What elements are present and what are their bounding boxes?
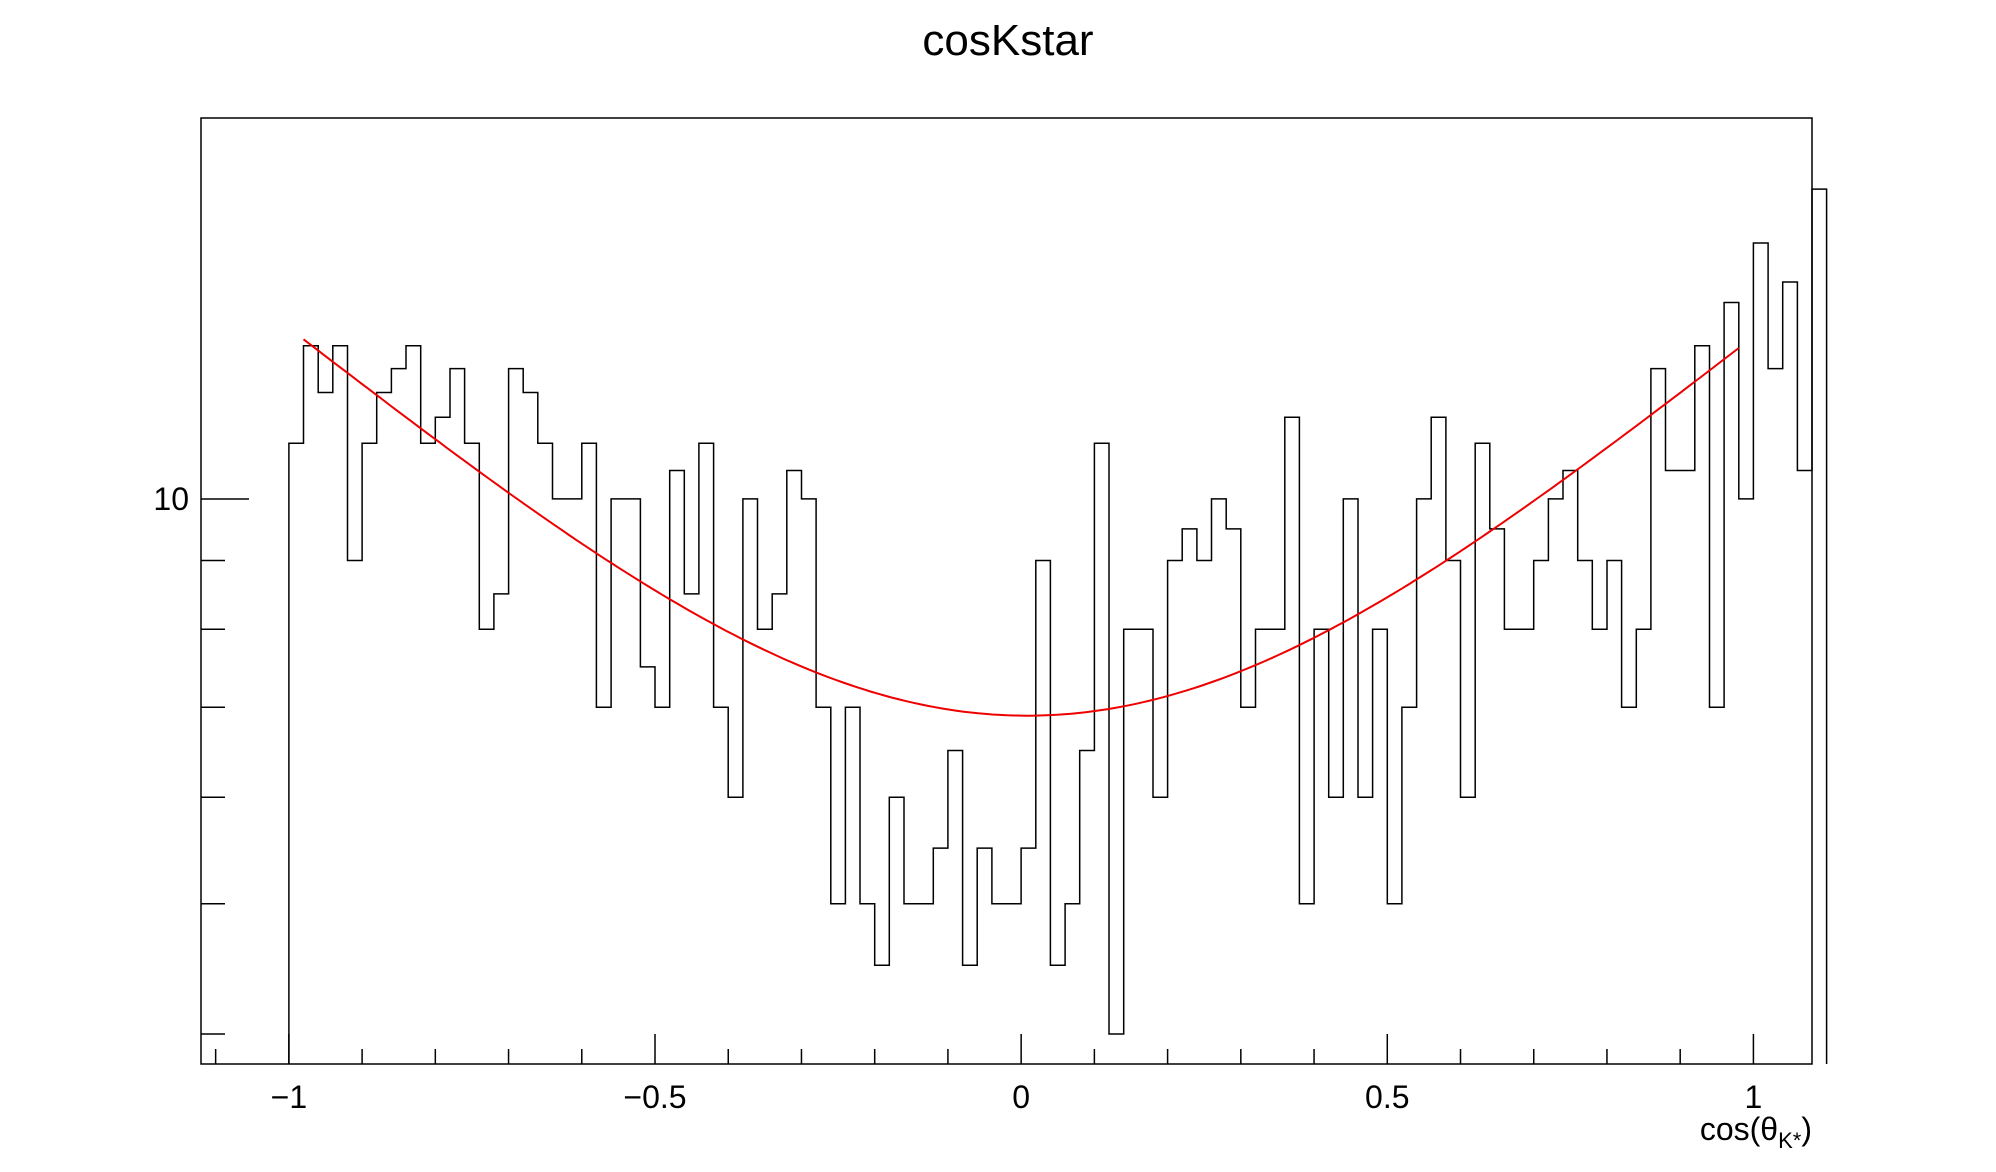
plot-frame — [200, 117, 1813, 1065]
x-axis-label-subscript: K* — [1778, 1128, 1802, 1153]
x-axis-label-close: ) — [1801, 1111, 1812, 1147]
x-tick-label: 0 — [1012, 1079, 1030, 1115]
y-tick-label: 10 — [153, 481, 189, 517]
y-axis: 10 — [153, 481, 249, 1035]
x-tick-label: 1 — [1745, 1079, 1763, 1115]
x-tick-label: −0.5 — [623, 1079, 686, 1115]
chart-title: cosKstar — [922, 16, 1093, 65]
fit-curve — [302, 338, 1740, 717]
x-axis-label: cos(θK*) — [1700, 1111, 1812, 1153]
x-tick-label: 0.5 — [1365, 1079, 1409, 1115]
histogram-outline — [288, 188, 1828, 1064]
x-tick-label: −1 — [271, 1079, 307, 1115]
x-axis: −1 −0.5 0 0.5 1 — [214, 1034, 1763, 1115]
x-axis-label-main: cos(θ — [1700, 1111, 1778, 1147]
